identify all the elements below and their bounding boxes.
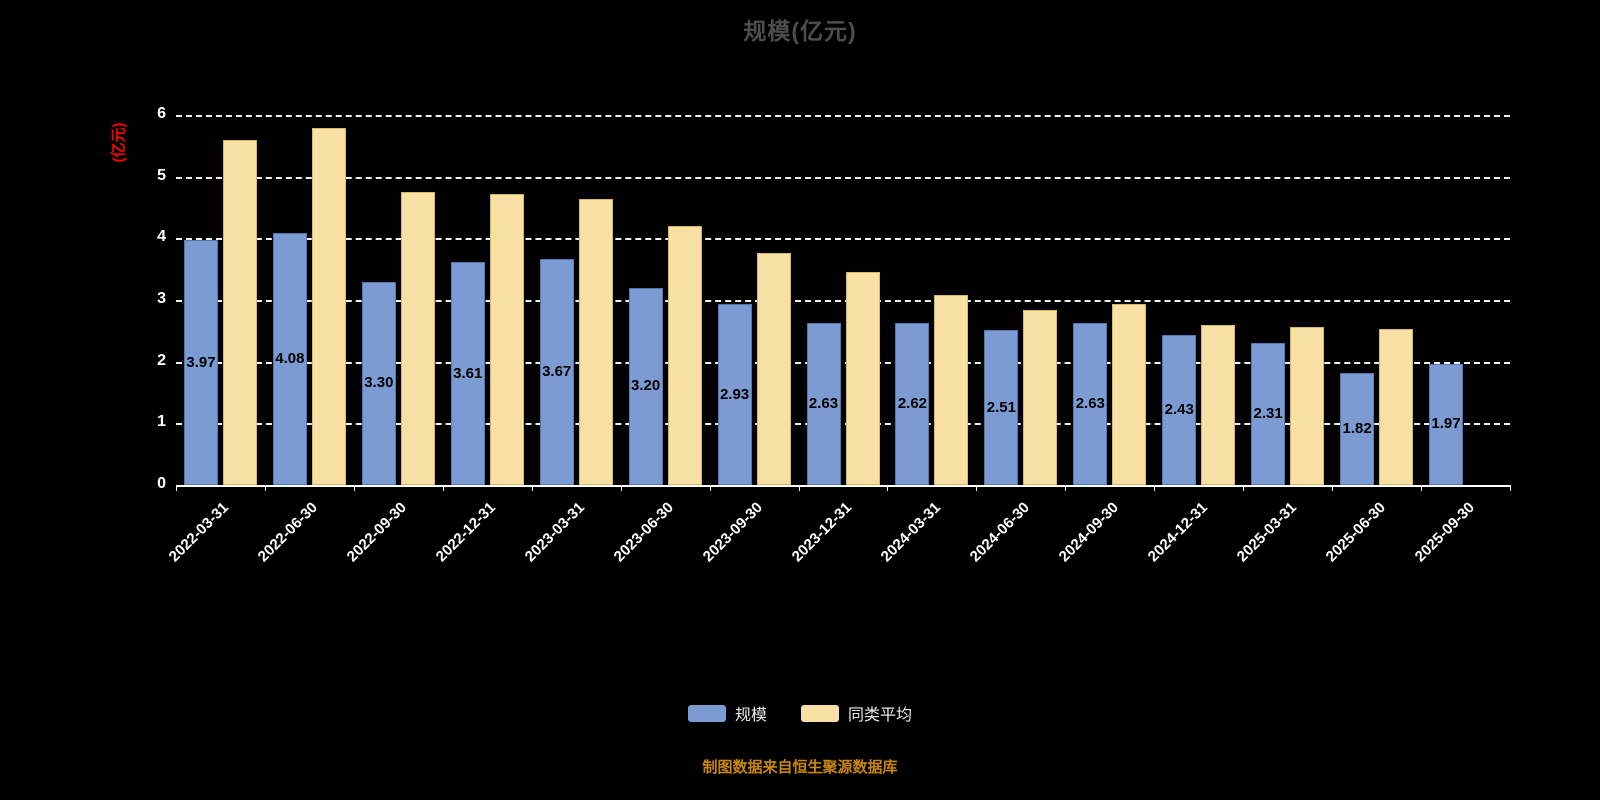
legend-item-scale[interactable]: 规模 (687, 701, 767, 725)
bar-average (578, 199, 613, 485)
bar-scale (539, 258, 574, 485)
bar-scale (361, 281, 396, 485)
plot-area: 0 1 2 3 4 5 6 3.97 4.08 3.30 3.61 3.67 3.20 2.93 2.63 2… (157, 105, 1511, 565)
bar-value-label: 1.97 (1431, 415, 1461, 433)
x-axis-tick (353, 485, 355, 491)
bar-scale (984, 330, 1019, 485)
y-axis-tick-label: 2 (157, 351, 166, 369)
legend-swatch-scale-icon (687, 704, 726, 722)
bar-value-label: 2.63 (808, 394, 839, 412)
bar-value-label: 2.43 (1164, 401, 1194, 419)
bar-value-label: 4.08 (275, 350, 305, 368)
bar-average (222, 140, 257, 485)
x-axis-tick (264, 485, 266, 491)
x-axis-tick (620, 485, 622, 491)
bar-value-label: 3.67 (542, 362, 572, 380)
gridline (176, 300, 1510, 302)
bar-average (756, 252, 791, 485)
bar-scale (1340, 372, 1375, 485)
bar-average (1290, 327, 1325, 485)
x-axis-tick (176, 485, 177, 491)
x-axis-tick (442, 485, 444, 491)
bar-value-label: 3.30 (364, 374, 394, 392)
x-axis-tick (798, 485, 800, 491)
x-axis-tick (709, 485, 711, 491)
legend-swatch-average-icon (801, 704, 839, 722)
bar-average (845, 272, 880, 485)
bar-scale (1162, 335, 1197, 485)
bar-average (489, 193, 524, 485)
y-axis-title: (亿元) (110, 122, 128, 163)
bar-value-label: 2.93 (719, 385, 750, 403)
legend: 规模 同类平均 (0, 701, 1600, 725)
gridline (176, 115, 1510, 117)
bar-scale (1073, 322, 1108, 485)
x-axis-tick (1332, 485, 1334, 491)
x-axis-tick (1243, 485, 1245, 491)
y-axis-tick-label: 6 (157, 105, 166, 122)
bar-scale (1251, 342, 1286, 485)
bar-scale (806, 322, 841, 485)
gridline (176, 176, 1510, 179)
x-axis-tick (1154, 485, 1156, 491)
legend-item-average[interactable]: 同类平均 (801, 701, 912, 725)
bar-value-label: 1.82 (1342, 419, 1372, 437)
legend-label-scale: 规模 (734, 707, 767, 724)
bar-value-label: 2.62 (897, 395, 928, 413)
bar-value-label: 2.51 (986, 398, 1016, 416)
bar-scale (717, 304, 752, 485)
y-axis-tick-label: 3 (157, 290, 166, 307)
bar-average (1201, 324, 1236, 485)
bar-scale (628, 287, 663, 485)
bar-average (934, 295, 969, 485)
y-axis-tick-label: 5 (157, 166, 166, 184)
x-axis-tick (887, 485, 889, 491)
chart-title: 规模(亿元) (743, 18, 857, 44)
bar-value-label: 2.31 (1253, 404, 1283, 422)
bar-scale (895, 323, 930, 485)
bar-value-label: 3.61 (453, 364, 483, 382)
x-axis-tick (1421, 485, 1423, 491)
bar-scale (1429, 363, 1464, 485)
x-axis-tick (976, 485, 978, 491)
x-axis-tick (531, 485, 533, 491)
bar-average (1112, 304, 1147, 485)
source-note: 制图数据来自恒生聚源数据库 (702, 759, 898, 776)
x-axis-tick (1510, 485, 1511, 491)
bar-average (667, 226, 702, 485)
y-axis-tick-label: 1 (157, 413, 166, 431)
bar-value-label: 2.63 (1075, 394, 1105, 412)
y-axis-tick-label: 4 (157, 228, 166, 246)
bar-value-label: 3.97 (186, 353, 216, 371)
gridline (176, 238, 1510, 241)
legend-label-average: 同类平均 (848, 707, 913, 724)
bar-value-label: 3.20 (631, 377, 661, 395)
bar-average (311, 127, 346, 485)
y-axis-tick-label: 0 (157, 475, 166, 492)
gridline (176, 423, 1510, 426)
bar-average (1379, 328, 1414, 485)
x-axis-tick (1065, 485, 1067, 491)
bar-scale (272, 233, 307, 485)
bar-scale (183, 240, 218, 485)
gridline (176, 361, 1510, 364)
bar-average (1023, 310, 1058, 485)
bar-scale (450, 262, 485, 485)
bar-average (400, 192, 435, 485)
